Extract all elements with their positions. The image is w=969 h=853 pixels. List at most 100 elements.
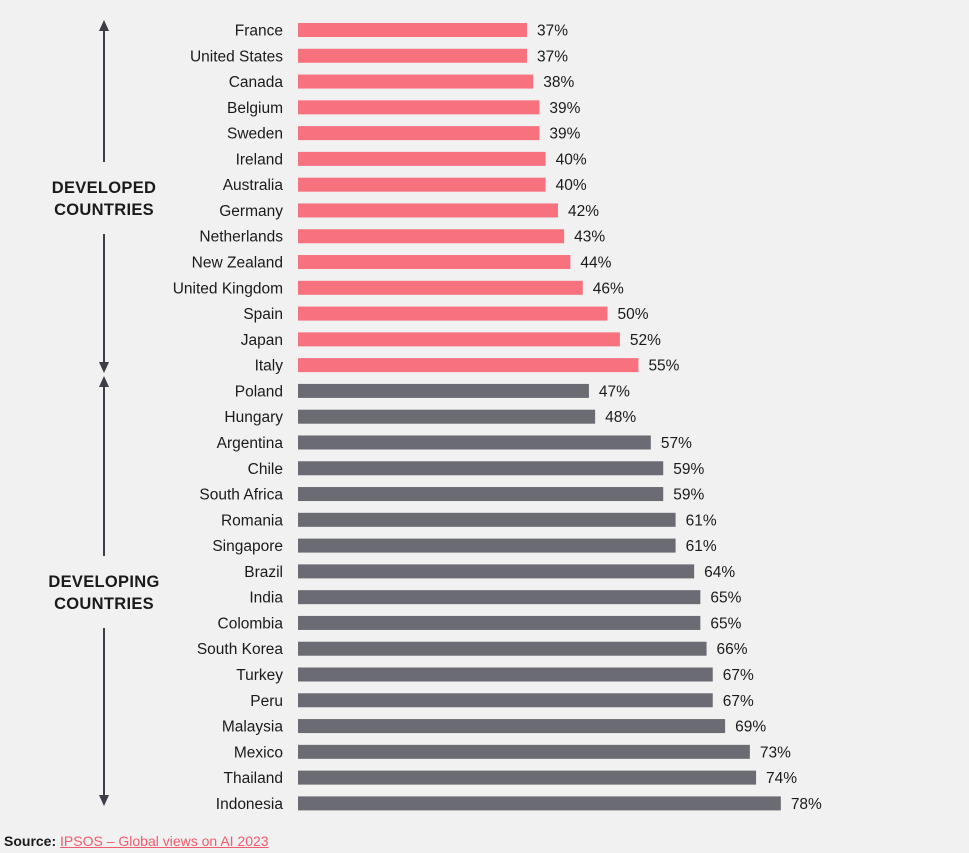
bar xyxy=(298,306,608,321)
arrow-up-icon xyxy=(99,376,109,387)
bar xyxy=(298,796,781,811)
value-label: 37% xyxy=(537,48,568,65)
category-label: France xyxy=(235,23,283,40)
bar xyxy=(298,693,713,708)
group-label: DEVELOPED xyxy=(52,179,156,197)
category-label: Peru xyxy=(250,693,283,710)
category-label: Thailand xyxy=(224,770,283,787)
value-label: 61% xyxy=(686,538,717,555)
category-label: Spain xyxy=(243,306,283,323)
arrow-down-icon xyxy=(99,795,109,806)
bar xyxy=(298,435,651,450)
value-label: 74% xyxy=(766,770,797,787)
bar xyxy=(298,358,639,373)
arrow-down-icon xyxy=(99,362,109,373)
category-label: Germany xyxy=(219,203,283,220)
category-label: Mexico xyxy=(234,744,283,761)
category-label: Hungary xyxy=(224,409,283,426)
value-label: 69% xyxy=(735,719,766,736)
value-label: 38% xyxy=(543,74,574,91)
value-label: 39% xyxy=(549,126,580,143)
category-label: Belgium xyxy=(227,100,283,117)
bar xyxy=(298,383,589,398)
value-label: 40% xyxy=(556,151,587,168)
category-label: New Zealand xyxy=(192,255,283,272)
category-label: Poland xyxy=(235,383,283,400)
bar xyxy=(298,177,546,192)
bar xyxy=(298,564,695,579)
bar xyxy=(298,48,528,63)
category-label: Chile xyxy=(248,461,283,478)
value-label: 52% xyxy=(630,332,661,349)
value-label: 47% xyxy=(599,383,630,400)
group-label: COUNTRIES xyxy=(54,595,154,613)
value-label: 73% xyxy=(760,744,791,761)
value-label: 65% xyxy=(710,615,741,632)
source-link[interactable]: IPSOS – Global views on AI 2023 xyxy=(60,833,269,849)
value-label: 67% xyxy=(723,667,754,684)
bar xyxy=(298,126,540,141)
category-label: Italy xyxy=(255,358,284,375)
value-label: 78% xyxy=(791,796,822,813)
category-label: United States xyxy=(190,48,283,65)
value-label: 65% xyxy=(710,590,741,607)
bar xyxy=(298,461,664,476)
category-label: Brazil xyxy=(244,564,283,581)
category-label: South Africa xyxy=(199,487,283,504)
group-label: DEVELOPING xyxy=(48,573,159,591)
bar xyxy=(298,719,726,734)
category-label: Canada xyxy=(229,74,284,91)
value-label: 48% xyxy=(605,409,636,426)
bar xyxy=(298,23,528,37)
arrow-up-icon xyxy=(99,20,109,31)
value-label: 46% xyxy=(593,280,624,297)
category-label: Singapore xyxy=(212,538,283,555)
category-label: Sweden xyxy=(227,126,283,143)
bar xyxy=(298,641,707,656)
value-label: 55% xyxy=(648,358,679,375)
value-label: 59% xyxy=(673,487,704,504)
source-note: Source: IPSOS – Global views on AI 2023 xyxy=(4,833,269,849)
bar xyxy=(298,744,750,759)
category-label: Romania xyxy=(221,512,283,529)
source-prefix: Source: xyxy=(4,833,57,849)
bar xyxy=(298,512,676,527)
value-label: 44% xyxy=(580,255,611,272)
category-label: India xyxy=(249,590,283,607)
category-label: Malaysia xyxy=(222,719,284,736)
value-label: 50% xyxy=(618,306,649,323)
bar xyxy=(298,203,558,218)
value-label: 43% xyxy=(574,229,605,246)
value-label: 57% xyxy=(661,435,692,452)
bar xyxy=(298,409,596,424)
value-label: 67% xyxy=(723,693,754,710)
bar xyxy=(298,100,540,115)
category-label: Ireland xyxy=(236,151,283,168)
bar xyxy=(298,332,620,347)
bar xyxy=(298,487,664,502)
bar xyxy=(298,590,701,605)
bar xyxy=(298,229,565,244)
bar xyxy=(298,667,713,682)
category-label: Japan xyxy=(241,332,283,349)
bar xyxy=(298,151,546,166)
bar-chart: France 37% United States 37% Canada 38% Belgiu… xyxy=(48,20,822,813)
value-label: 42% xyxy=(568,203,599,220)
value-label: 39% xyxy=(549,100,580,117)
bar xyxy=(298,74,534,89)
category-label: Argentina xyxy=(217,435,284,452)
category-label: Colombia xyxy=(218,615,284,632)
group-label: COUNTRIES xyxy=(54,201,154,219)
bar xyxy=(298,538,676,553)
category-label: Netherlands xyxy=(199,229,283,246)
bar xyxy=(298,255,571,270)
category-label: United Kingdom xyxy=(173,280,283,297)
category-label: Indonesia xyxy=(216,796,284,813)
category-label: Australia xyxy=(223,177,284,194)
bar xyxy=(298,770,757,785)
bar xyxy=(298,615,701,630)
category-label: South Korea xyxy=(197,641,284,658)
value-label: 40% xyxy=(556,177,587,194)
category-label: Turkey xyxy=(236,667,283,684)
value-label: 37% xyxy=(537,23,568,40)
